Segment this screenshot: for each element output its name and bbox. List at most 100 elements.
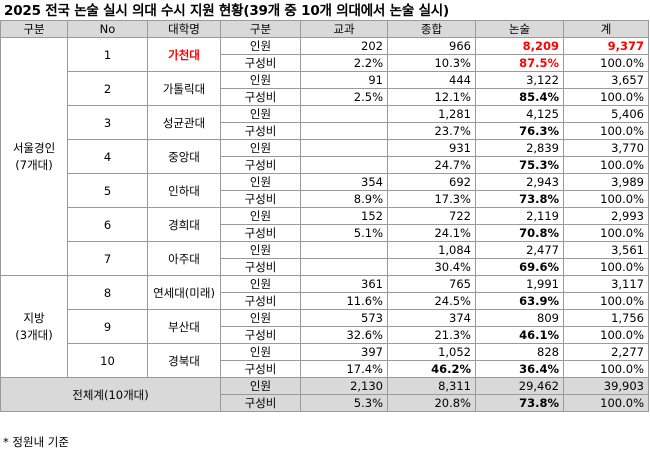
cell-nonsul: 4,125 (475, 105, 564, 123)
total-gyogwa: 5.3% (300, 394, 388, 412)
cell-total: 100.0% (563, 258, 649, 276)
row-type: 인원 (220, 105, 301, 123)
table-row: 2 가톨릭대 인원 91 444 3,122 3,657 (1, 71, 649, 106)
row-type: 구성비 (220, 360, 301, 378)
table-row: 5 인하대 인원 354 692 2,943 3,989 (1, 173, 649, 208)
cell-total: 3,989 (563, 173, 649, 191)
cell-jonghap: 46.2% (387, 360, 476, 378)
cell-jonghap: 1,281 (387, 105, 476, 123)
cell-total: 100.0% (563, 326, 649, 344)
table-row: 6 경희대 인원 152 722 2,119 2,993 (1, 207, 649, 242)
row-type: 인원 (220, 139, 301, 157)
total-total: 100.0% (563, 394, 649, 412)
cell-jonghap: 966 (387, 37, 476, 55)
header-no: No (67, 20, 148, 38)
cell-nonsul: 1,991 (475, 275, 564, 293)
cell-gyogwa: 2.5% (300, 88, 388, 106)
cell-total: 100.0% (563, 88, 649, 106)
total-row: 구성비 5.3% 20.8% 73.8% 100.0% (1, 394, 649, 412)
cell-nonsul: 63.9% (475, 292, 564, 310)
header-gyogwa: 교과 (300, 20, 388, 38)
row-type: 구성비 (220, 54, 301, 72)
cell-total: 1,756 (563, 309, 649, 327)
cell-nonsul: 2,119 (475, 207, 564, 225)
cell-jonghap: 17.3% (387, 190, 476, 208)
cell-gyogwa (300, 241, 388, 259)
cell-total: 100.0% (563, 156, 649, 174)
cell-nonsul: 76.3% (475, 122, 564, 140)
table-row: 9 부산대 인원 573 374 809 1,756 (1, 309, 649, 344)
total-row: 전체계(10개대) 인원 2,130 8,311 29,462 39,903 (0, 377, 649, 412)
cell-jonghap: 374 (387, 309, 476, 327)
cell-total: 3,657 (563, 71, 649, 89)
cell-jonghap: 12.1% (387, 88, 476, 106)
school-no: 4 (67, 139, 148, 174)
row-type: 구성비 (220, 292, 301, 310)
cell-gyogwa: 354 (300, 173, 388, 191)
cell-gyogwa: 2.2% (300, 54, 388, 72)
row-type: 인원 (220, 309, 301, 327)
header-nonsul: 논술 (475, 20, 564, 38)
cell-gyogwa: 17.4% (300, 360, 388, 378)
cell-jonghap: 931 (387, 139, 476, 157)
school-no: 7 (67, 241, 148, 276)
cell-jonghap: 24.7% (387, 156, 476, 174)
cell-jonghap: 30.4% (387, 258, 476, 276)
table-row: 구성비 32.6% 21.3% 46.1% 100.0% (1, 326, 649, 344)
table-row: 4 중앙대 인원 931 2,839 3,770 (1, 139, 649, 174)
school-name: 경북대 (147, 343, 221, 378)
cell-gyogwa: 32.6% (300, 326, 388, 344)
footnote: * 정원내 기준 (3, 435, 69, 449)
cell-total: 5,406 (563, 105, 649, 123)
cell-nonsul: 75.3% (475, 156, 564, 174)
cell-nonsul: 73.8% (475, 190, 564, 208)
cell-gyogwa: 8.9% (300, 190, 388, 208)
header-school: 대학명 (147, 20, 221, 38)
cell-nonsul: 70.8% (475, 224, 564, 242)
cell-nonsul: 36.4% (475, 360, 564, 378)
cell-total: 3,770 (563, 139, 649, 157)
table-row: 7 아주대 인원 1,084 2,477 3,561 (1, 241, 649, 276)
cell-nonsul: 85.4% (475, 88, 564, 106)
cell-nonsul: 3,122 (475, 71, 564, 89)
school-name: 가천대 (147, 37, 221, 72)
row-type: 구성비 (220, 224, 301, 242)
school-name: 아주대 (147, 241, 221, 276)
cell-nonsul: 2,943 (475, 173, 564, 191)
school-no: 6 (67, 207, 148, 242)
school-no: 3 (67, 105, 148, 140)
cell-nonsul: 2,839 (475, 139, 564, 157)
table-row: 서울경인 (7개대) 1 가천대 인원 202 966 8,209 9,377 (0, 37, 649, 276)
total-gyogwa: 2,130 (300, 377, 388, 395)
cell-nonsul: 809 (475, 309, 564, 327)
cell-total: 100.0% (563, 122, 649, 140)
cell-jonghap: 1,052 (387, 343, 476, 361)
row-type: 인원 (220, 71, 301, 89)
cell-jonghap: 21.3% (387, 326, 476, 344)
admissions-table: 구분 No 대학명 구분 교과 종합 논술 계 서울경인 (7개대) 1 가천대 인원… (0, 20, 649, 412)
school-name: 인하대 (147, 173, 221, 208)
row-type: 인원 (220, 207, 301, 225)
cell-jonghap: 24.1% (387, 224, 476, 242)
row-type: 인원 (220, 275, 301, 293)
header-group: 구분 (0, 20, 68, 38)
cell-nonsul: 2,477 (475, 241, 564, 259)
cell-gyogwa: 573 (300, 309, 388, 327)
school-no: 2 (67, 71, 148, 106)
table-row: 3 성균관대 인원 1,281 4,125 5,406 (1, 105, 649, 140)
cell-jonghap: 1,084 (387, 241, 476, 259)
school-name: 가톨릭대 (147, 71, 221, 106)
total-nonsul: 29,462 (475, 377, 564, 395)
cell-gyogwa: 397 (300, 343, 388, 361)
school-no: 10 (67, 343, 148, 378)
cell-jonghap: 722 (387, 207, 476, 225)
cell-total: 100.0% (563, 360, 649, 378)
table-row: 구성비 23.7% 76.3% 100.0% (1, 122, 649, 140)
group-label: 지방 (3개대) (0, 275, 68, 378)
row-type: 구성비 (220, 88, 301, 106)
total-jonghap: 20.8% (387, 394, 476, 412)
cell-gyogwa (300, 105, 388, 123)
table-row: 구성비 2.2% 10.3% 87.5% 100.0% (1, 54, 649, 72)
cell-gyogwa (300, 156, 388, 174)
cell-nonsul: 828 (475, 343, 564, 361)
